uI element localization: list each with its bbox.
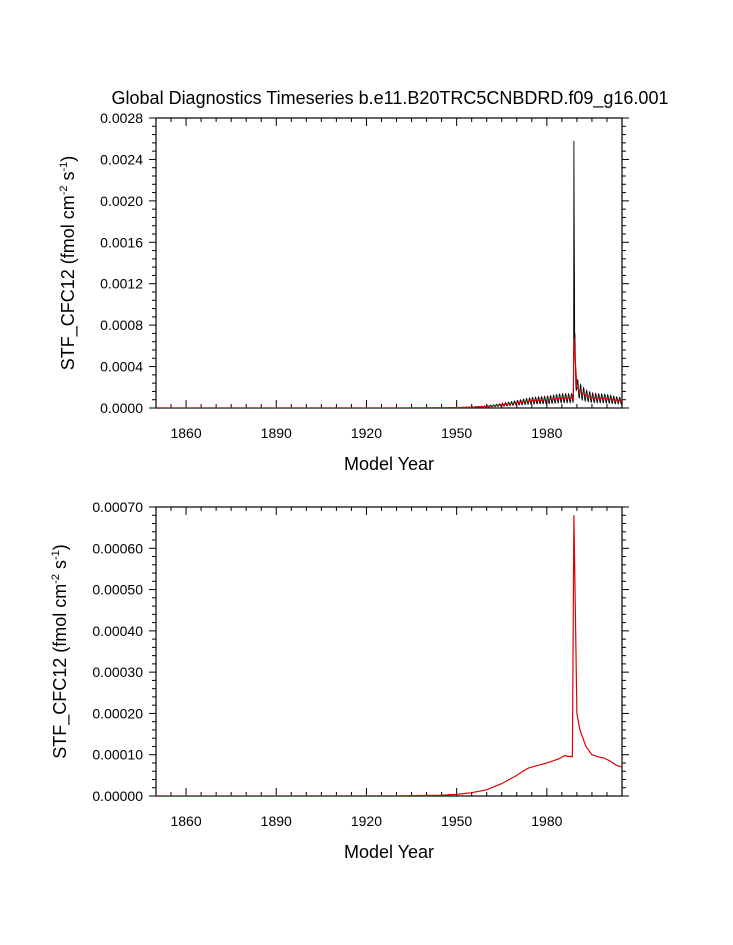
plot-frame (155, 117, 623, 409)
chart-title: Global Diagnostics Timeseries b.e11.B20T… (112, 88, 669, 109)
x-tick-label: 1860 (170, 813, 201, 829)
monthly-series-line (156, 140, 622, 408)
x-tick-label: 1860 (170, 425, 201, 441)
x-axis-title: Model Year (344, 454, 434, 474)
y-tick-label: 0.0028 (100, 110, 143, 126)
y-tick-label: 0.0012 (100, 276, 143, 292)
annual-series-line (156, 337, 622, 408)
x-tick-label: 1980 (531, 425, 562, 441)
y-tick-label: 0.00050 (92, 582, 143, 598)
top-panel: 1860 1890 1920 1950 1980 0.0000 0.0004 0.0008 0.… (58, 110, 629, 474)
x-tick-label: 1950 (441, 425, 472, 441)
x-axis-title: Model Year (344, 842, 434, 862)
y-tick-label: 0.00040 (92, 623, 143, 639)
y-tick-label: 0.0008 (100, 317, 143, 333)
y-axis-title: STF_CFC12 (fmol cm-2 s-1) (50, 544, 71, 759)
y-tick-label: 0.00030 (92, 664, 143, 680)
annual-series-line (156, 515, 622, 796)
x-tick-label: 1950 (441, 813, 472, 829)
y-tick-label: 0.0004 (100, 359, 143, 375)
y-tick-label: 0.0020 (100, 193, 143, 209)
x-tick-label: 1890 (261, 425, 292, 441)
x-tick-label: 1920 (351, 425, 382, 441)
y-tick-label: 0.0016 (100, 234, 143, 250)
y-tick-label: 0.0000 (100, 400, 143, 416)
bottom-panel: 1860 1890 1920 1950 1980 0.00000 0.00010 0.0002… (50, 499, 629, 862)
y-tick-label: 0.00060 (92, 540, 143, 556)
x-tick-label: 1980 (531, 813, 562, 829)
y-tick-label: 0.00070 (92, 499, 143, 515)
x-tick-label: 1920 (351, 813, 382, 829)
y-axis-title: STF_CFC12 (fmol cm-2 s-1) (58, 156, 79, 371)
y-tick-label: 0.00000 (92, 788, 143, 804)
y-tick-label: 0.00010 (92, 747, 143, 763)
plot-frame (155, 506, 623, 797)
y-tick-label: 0.0024 (100, 151, 143, 167)
x-tick-label: 1890 (261, 813, 292, 829)
y-tick-label: 0.00020 (92, 705, 143, 721)
